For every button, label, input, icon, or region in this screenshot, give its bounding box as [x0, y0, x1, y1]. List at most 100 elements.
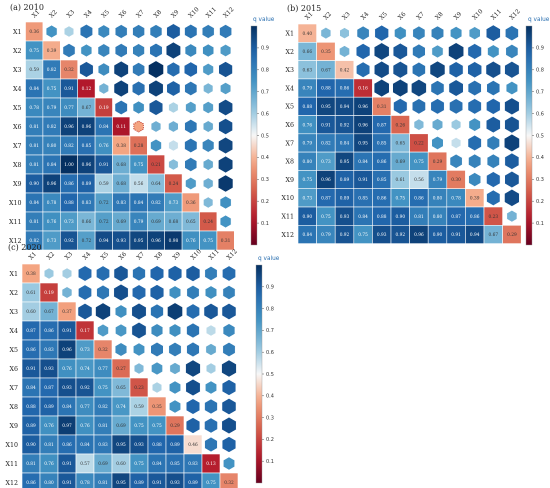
cell-value-label: 1.00 — [64, 163, 74, 168]
cell-value-label: 0.88 — [64, 201, 74, 206]
cell-value-label: 0.76 — [80, 424, 90, 429]
heatmap-hexagon — [78, 265, 92, 282]
cell-value-label: 0.95 — [116, 443, 126, 448]
cell-value-label: 0.69 — [396, 160, 406, 165]
heatmap-hexagon — [222, 265, 236, 282]
heatmap-hexagon — [412, 25, 426, 41]
cell-value-label: 0.80 — [433, 215, 443, 220]
heatmap-hexagon — [79, 61, 94, 78]
row-label: X10 — [282, 195, 295, 202]
colorbar-tick-label: 0.5 — [261, 133, 269, 139]
colorbar-tick-label: 0.3 — [536, 177, 544, 183]
cell-value-label: 0.24 — [203, 220, 213, 225]
cell-value-label: 0.63 — [303, 68, 313, 73]
heatmap-hexagon — [132, 284, 146, 301]
heatmap-hexagon — [504, 61, 520, 79]
panel-title: (b) 2015 — [287, 4, 321, 13]
cell-value-label: 0.59 — [29, 68, 39, 73]
heatmap-hexagon — [393, 98, 408, 115]
colorbar-tick-label: 0.7 — [536, 90, 544, 96]
heatmap-hexagon — [412, 43, 426, 60]
heatmap-hexagon — [219, 24, 232, 39]
heatmap-hexagon — [412, 61, 426, 78]
cell-value-label: 0.84 — [80, 443, 90, 448]
heatmap-hexagon — [133, 120, 144, 133]
column-label: X4 — [83, 9, 94, 20]
heatmap-hexagon — [448, 61, 464, 79]
heatmap-hexagon — [467, 98, 482, 115]
cell-value-label: 0.23 — [134, 386, 144, 391]
cell-value-label: 0.24 — [169, 182, 179, 187]
row-label: X4 — [10, 328, 19, 335]
cell-value-label: 0.78 — [451, 196, 461, 201]
row-label: X6 — [13, 124, 22, 131]
cell-value-label: 0.66 — [303, 50, 313, 55]
column-label: X5 — [100, 9, 111, 20]
heatmap-hexagon — [468, 153, 482, 169]
cell-value-label: 0.82 — [29, 239, 39, 244]
heatmap-cell — [502, 225, 522, 244]
heatmap-hexagon — [132, 24, 145, 39]
column-label: X7 — [135, 9, 146, 20]
cell-value-label: 0.31 — [221, 239, 231, 244]
cell-value-label: 0.19 — [44, 291, 54, 296]
heatmap-hexagon — [373, 42, 390, 61]
heatmap-hexagon — [184, 61, 198, 78]
cell-value-label: 0.82 — [64, 144, 74, 149]
row-label: X8 — [10, 404, 19, 411]
cell-value-label: 0.69 — [116, 424, 126, 429]
row-label: X3 — [13, 67, 22, 74]
cell-value-label: 0.84 — [62, 405, 72, 410]
cell-value-label: 0.84 — [134, 201, 144, 206]
column-label: X10 — [471, 8, 484, 21]
cell-value-label: 0.77 — [98, 367, 108, 372]
cell-value-label: 0.61 — [396, 178, 406, 183]
row-label: X11 — [282, 213, 295, 220]
cell-value-label: 0.40 — [303, 32, 313, 37]
heatmap-hexagon — [186, 322, 200, 339]
row-label: X10 — [6, 442, 19, 449]
cell-value-label: 0.69 — [151, 220, 161, 225]
column-label: X8 — [434, 11, 445, 22]
colorbar-title: q value — [528, 17, 550, 23]
heatmap-hexagon — [339, 27, 350, 39]
heatmap-hexagon — [486, 98, 501, 115]
heatmap-hexagon — [356, 61, 371, 78]
row-label: X12 — [9, 238, 22, 245]
cell-value-label: 0.86 — [470, 215, 480, 220]
column-label: X5 — [378, 11, 389, 22]
cell-value-label: 0.60 — [26, 310, 36, 315]
cell-value-label: 0.84 — [29, 201, 39, 206]
heatmap-hexagon — [186, 285, 200, 300]
cell-value-label: 0.83 — [98, 443, 108, 448]
column-label: X4 — [360, 11, 371, 22]
heatmap-hexagon — [186, 341, 200, 358]
cell-value-label: 0.79 — [433, 178, 443, 183]
row-label: X2 — [10, 290, 19, 297]
heatmap-hexagon — [45, 24, 58, 39]
heatmap-hexagon — [150, 120, 162, 133]
cell-value-label: 0.82 — [98, 405, 108, 410]
heatmap-hexagon — [219, 195, 232, 210]
cell-value-label: 0.86 — [377, 160, 387, 165]
heatmap-hexagon — [150, 323, 164, 338]
heatmap-hexagon — [149, 265, 165, 282]
cell-value-label: 0.32 — [98, 348, 108, 353]
cell-value-label: 0.93 — [340, 215, 350, 220]
cell-value-label: 0.88 — [377, 215, 387, 220]
heatmap-hexagon — [221, 359, 237, 378]
row-label: X6 — [10, 366, 19, 373]
heatmap-hexagon — [96, 265, 110, 282]
heatmap-hexagon — [95, 302, 111, 321]
heatmap-hexagon — [505, 44, 519, 59]
cell-value-label: 0.38 — [116, 144, 126, 149]
cell-value-label: 0.92 — [80, 386, 90, 391]
heatmap-hexagon — [486, 24, 501, 42]
heatmap-hexagon — [43, 267, 55, 280]
heatmap-hexagon — [486, 135, 500, 151]
cell-value-label: 0.96 — [64, 125, 74, 130]
heatmap-hexagon — [186, 303, 200, 320]
column-label: X12 — [222, 6, 235, 19]
heatmap-hexagon — [218, 118, 233, 135]
